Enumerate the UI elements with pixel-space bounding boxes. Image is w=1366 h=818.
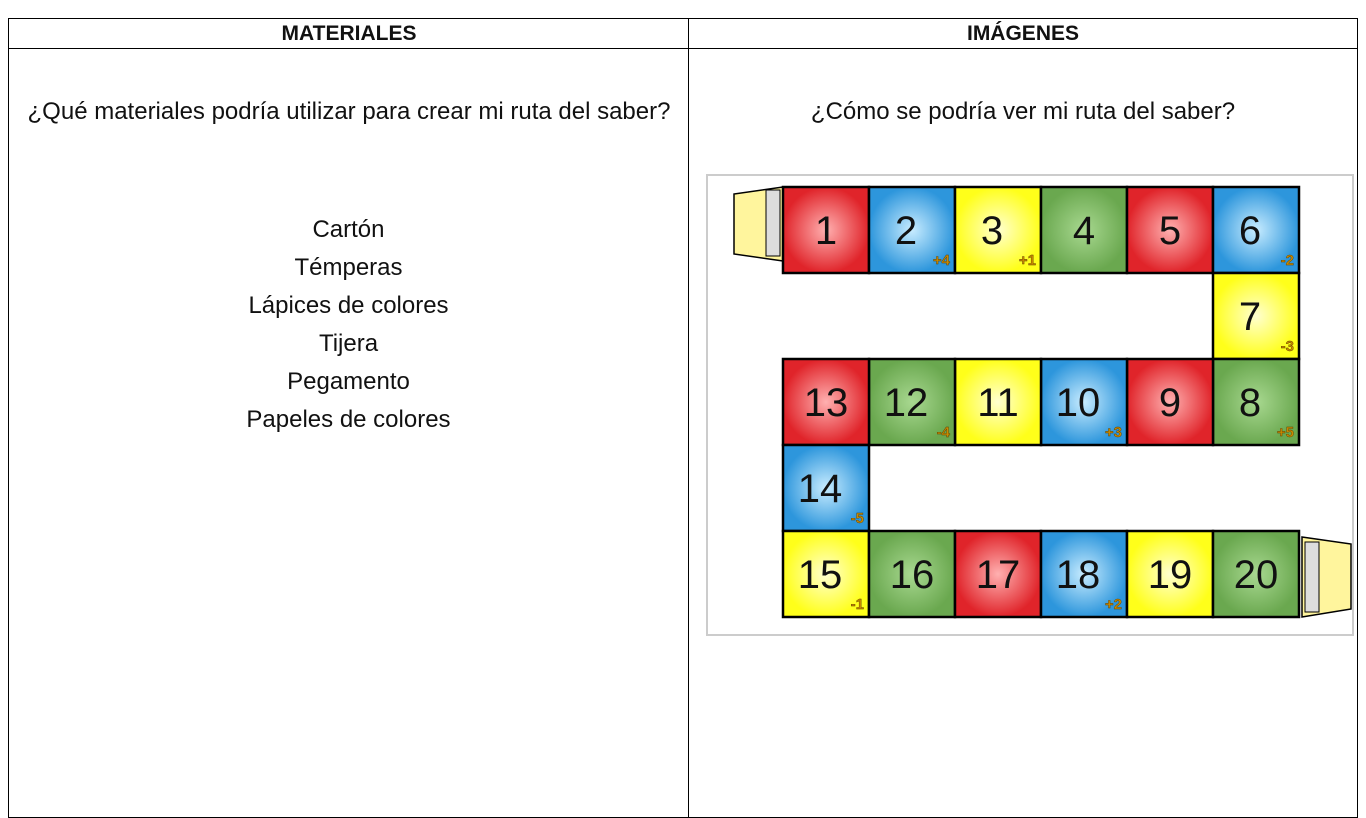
- board-cell: [867, 357, 957, 447]
- cell-bonus: -4: [937, 424, 951, 441]
- cell-number: 12: [884, 381, 929, 425]
- board-cell: [1211, 357, 1301, 447]
- material-item: Papeles de colores: [246, 406, 451, 433]
- board-cell: [781, 529, 871, 619]
- board-cell: [1039, 529, 1129, 619]
- cell-number: 8: [1239, 381, 1261, 425]
- cell-number: 15: [798, 553, 843, 597]
- board-cell: [1039, 357, 1129, 447]
- material-item: Tijera: [318, 330, 379, 357]
- images-question: ¿Cómo se podría ver mi ruta del saber?: [810, 98, 1236, 125]
- cell-number: 9: [1159, 381, 1181, 425]
- cell-number: 17: [976, 553, 1021, 597]
- cell-number: 2: [895, 209, 917, 253]
- material-item: Lápices de colores: [248, 292, 449, 319]
- cell-number: 5: [1159, 209, 1181, 253]
- cell-bonus: -2: [1281, 252, 1294, 269]
- cell-bonus: +4: [933, 252, 951, 269]
- cell-number: 19: [1148, 553, 1193, 597]
- header-cell: IMÁGENES: [689, 19, 1357, 49]
- material-item: Pegamento: [287, 368, 410, 395]
- materials-question: ¿Qué materiales podría utilizar para cre…: [27, 98, 671, 125]
- board-cell: [781, 185, 871, 275]
- cell-number: 3: [981, 209, 1003, 253]
- cell-number: 6: [1239, 209, 1261, 253]
- materials-list: Cartón Témperas Lápices de colores Tijera Pe…: [9, 211, 688, 439]
- board-cell: [1211, 271, 1301, 361]
- board-cell: [1125, 357, 1215, 447]
- cell-number: 4: [1073, 209, 1095, 253]
- board-cell: [1211, 529, 1301, 619]
- cell-number: 18: [1056, 553, 1101, 597]
- end-icon: [1304, 541, 1320, 613]
- cell-number: 16: [890, 553, 935, 597]
- start-icon: [765, 189, 781, 257]
- board-image: 1 2+43+14 5 6-27-38+5910+31112-41314-515-11…: [706, 174, 1354, 636]
- board-cell: [953, 529, 1043, 619]
- cell-bonus: -1: [851, 596, 864, 613]
- column-divider: [688, 19, 689, 817]
- cell-number: 7: [1239, 295, 1261, 339]
- header-cell: MATERIALES: [9, 19, 689, 49]
- board-cell: [781, 357, 871, 447]
- cell-number: 1: [815, 209, 837, 253]
- cell-number: 13: [804, 381, 849, 425]
- cell-number: 20: [1234, 553, 1279, 597]
- material-item: Témperas: [294, 254, 403, 281]
- board-cell: [867, 529, 957, 619]
- cell-number: 14: [798, 467, 843, 511]
- cell-bonus: -5: [851, 510, 864, 527]
- cell-bonus: -3: [1281, 338, 1294, 355]
- cell-bonus: +2: [1105, 596, 1122, 613]
- cell-number: 11: [977, 381, 1019, 425]
- board-cell: [1211, 185, 1301, 275]
- table: MATERIALES IMÁGENES ¿Qué materiales podr…: [8, 18, 1358, 818]
- cell-bonus: +1: [1019, 252, 1036, 269]
- board-cell: [1125, 529, 1215, 619]
- material-item: Cartón: [312, 216, 385, 243]
- cell-number: 10: [1056, 381, 1101, 425]
- cell-bonus: +5: [1277, 424, 1294, 441]
- cell-bonus: +3: [1105, 424, 1122, 441]
